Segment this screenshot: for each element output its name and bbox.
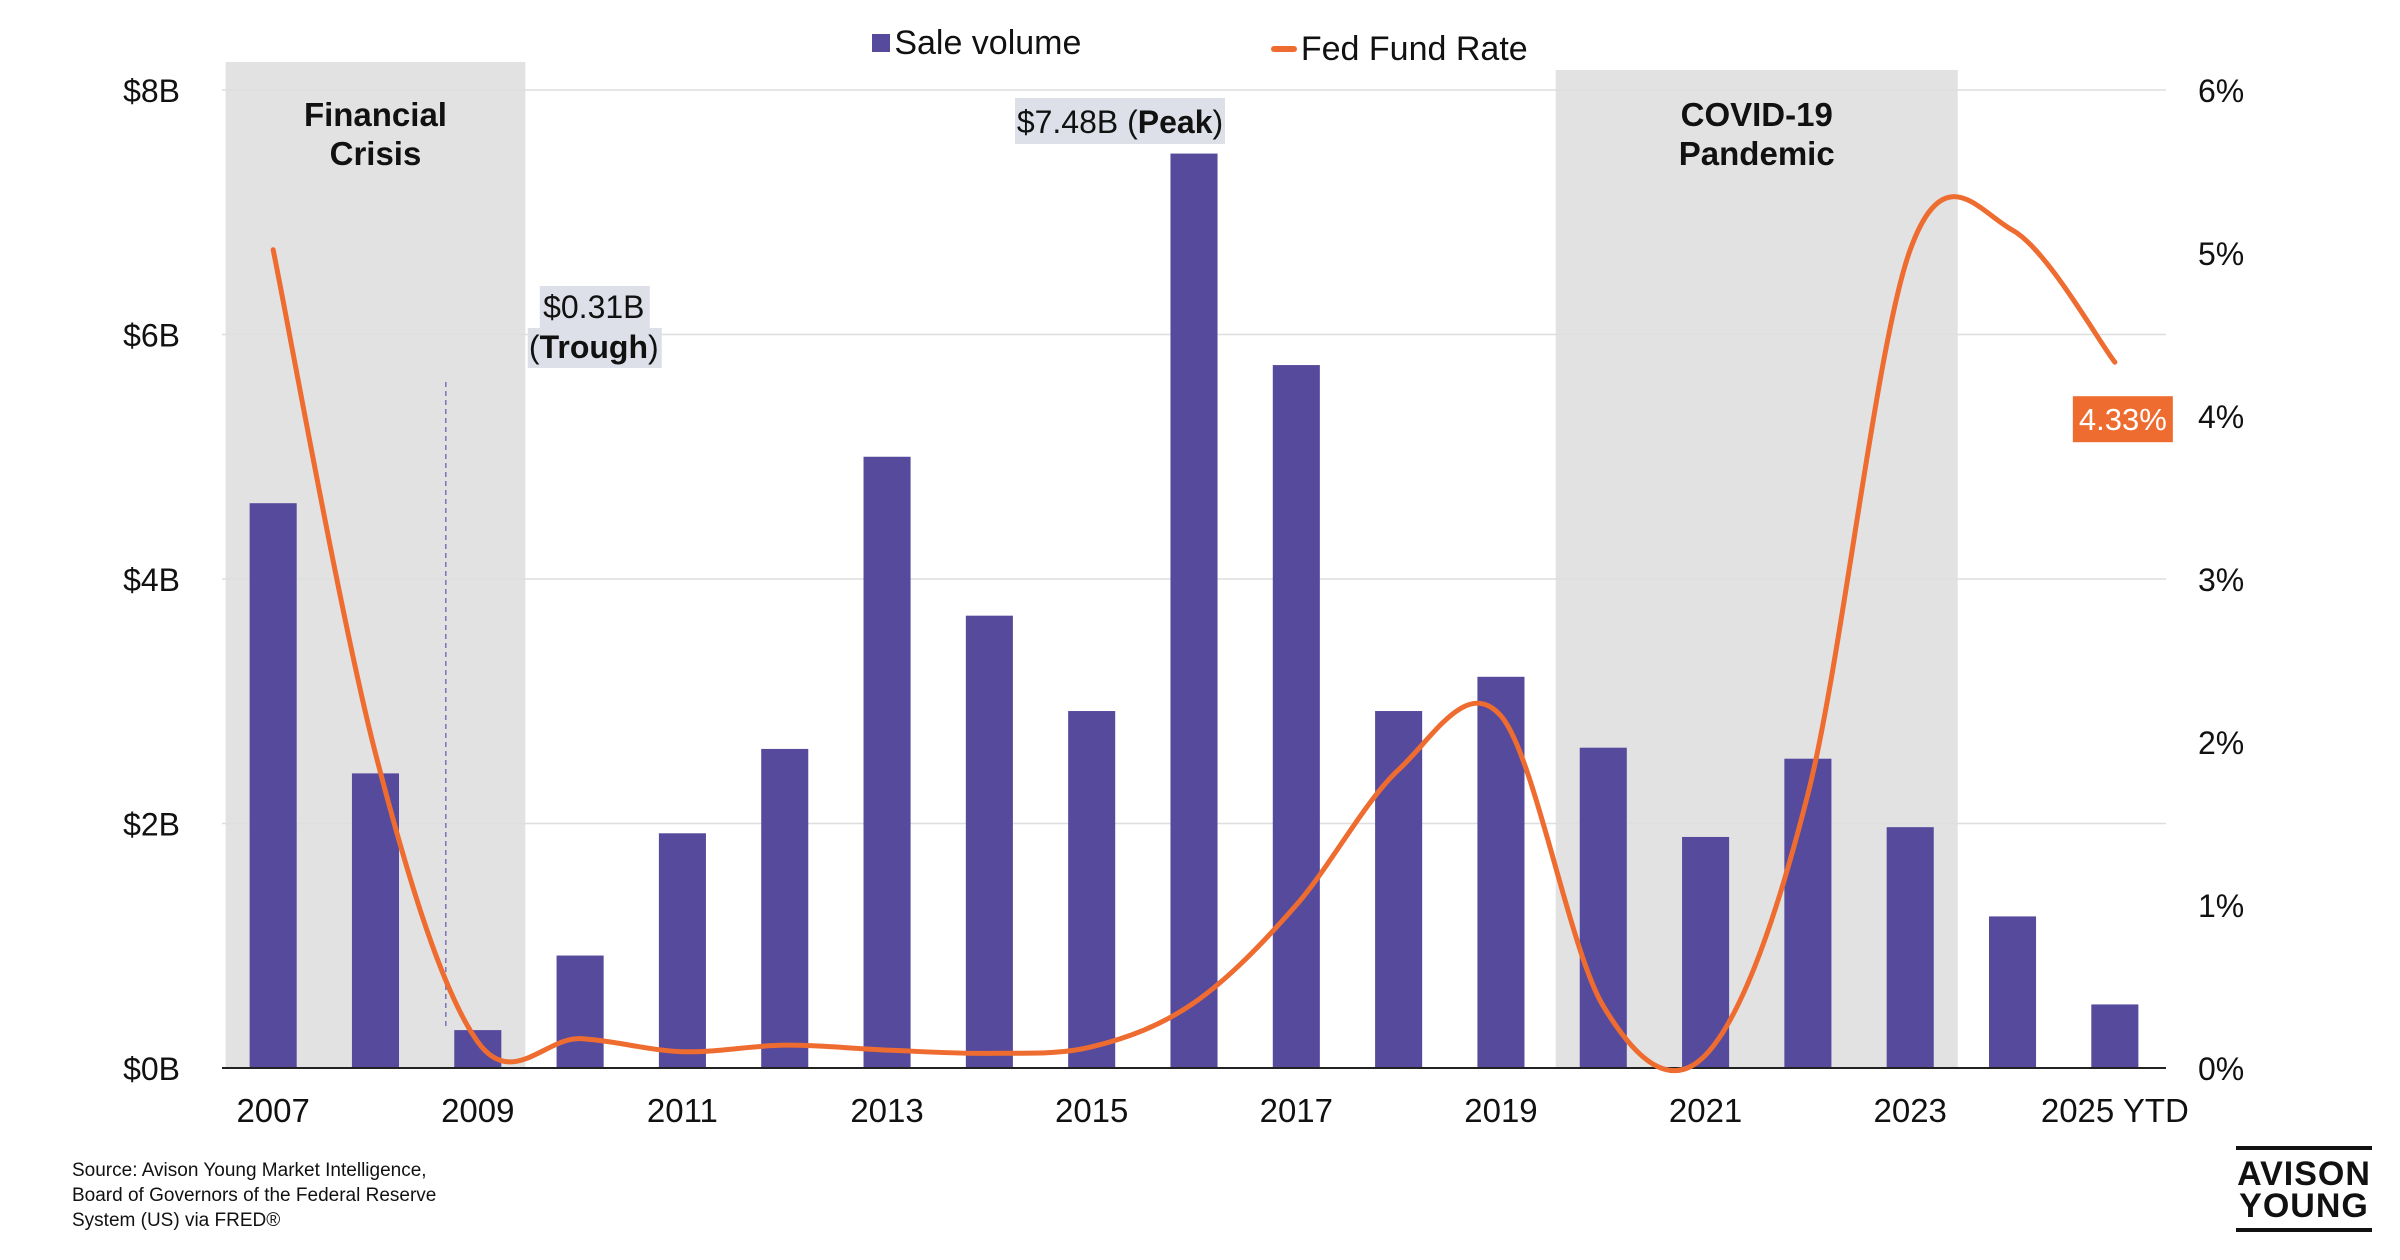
left-axis-tick-label: $6B [123,318,180,354]
right-axis-tick-label: 5% [2198,236,2244,272]
logo-line-1: AVISON [2237,1155,2371,1193]
x-axis-tick-label: 2015 [1055,1092,1128,1129]
bar-2012 [761,748,809,1068]
source-line-2: Board of Governors of the Federal Reserv… [72,1185,437,1206]
bar-2025-ytd [2091,1004,2139,1068]
last-rate-callout: 4.33% [2079,402,2167,437]
x-axis-tick-label: 2011 [647,1092,718,1129]
left-axis-tick-label: $8B [123,73,180,109]
sale-volume-swatch [872,34,891,52]
right-axis-tick-label: 3% [2198,562,2244,598]
source-line-1: Source: Avison Young Market Intelligence… [72,1160,427,1181]
left-axis-tick-label: $0B [123,1051,180,1087]
bar-2013 [863,456,911,1068]
bar-2023 [1886,827,1934,1068]
bar-2008 [351,773,400,1068]
bar-2007 [249,503,297,1069]
chart-legend: Sale volume Fed Fund Rate [0,22,2400,69]
trough-tag-box [527,328,662,368]
bar-2017 [1272,365,1320,1068]
x-axis-tick-label: 2019 [1464,1092,1537,1129]
right-axis-tick-label: 2% [2198,725,2244,761]
left-axis-tick-label: $4B [123,562,180,598]
bar-2021 [1682,836,1730,1068]
right-axis-tick-label: 4% [2198,399,2244,435]
bar-2018 [1375,711,1423,1068]
avison-young-logo: AVISON YOUNG [2236,1146,2372,1232]
x-axis-tick-label: 2007 [236,1092,309,1129]
x-axis-tick-label: 2017 [1260,1092,1333,1129]
x-axis-tick-label: 2023 [1873,1092,1946,1129]
legend-label-sale-volume: Sale volume [894,23,1082,62]
source-note: Source: Avison Young Market Intelligence… [72,1158,592,1233]
legend-item-fed-fund-rate: Fed Fund Rate [1270,29,1528,69]
shaded-period-2-label: Pandemic [1679,135,1835,172]
peak-label-box [1015,98,1225,144]
right-axis-tick-label: 1% [2198,888,2244,924]
x-axis-tick-label: 2025 YTD [2041,1092,2189,1129]
trough-tag-label: (Trough) [529,329,659,365]
fed-fund-rate-line [270,194,2118,1074]
trough-label-box [539,286,650,328]
bar-2010 [556,955,604,1068]
x-axis-tick-label: 2009 [441,1092,514,1129]
bar-2024 [1988,916,2037,1068]
shaded-period-1-label: Crisis [330,135,422,172]
x-axis-tick-label: 2021 [1669,1092,1742,1129]
bar-2022 [1784,758,1832,1068]
bar-2020 [1579,747,1627,1068]
x-axis-tick-label: 2013 [850,1092,923,1129]
logo-line-2: YOUNG [2239,1187,2369,1225]
bar-2009 [454,1030,502,1068]
fed-fund-rate-swatch [1270,46,1297,52]
bar-2019 [1477,676,1525,1068]
right-axis-tick-label: 0% [2198,1051,2244,1087]
bar-2016 [1170,153,1218,1068]
bar-2011 [658,833,706,1068]
bar-2015 [1068,711,1116,1068]
shaded-period-1-label: Financial [304,96,447,133]
bar-2014 [965,615,1013,1068]
left-axis-tick-label: $2B [123,807,180,843]
shaded-period-2-label: COVID-19 [1681,96,1833,133]
legend-item-sale-volume: Sale volume [872,24,1081,63]
source-line-3: System (US) via FRED® [72,1210,281,1231]
trough-value-label: $0.31B [543,289,644,325]
right-axis-tick-label: 6% [2198,73,2244,109]
last-rate-callout-box [2072,396,2173,443]
legend-label-fed-fund-rate: Fed Fund Rate [1300,29,1528,68]
peak-label: $7.48B (Peak) [1017,104,1223,140]
